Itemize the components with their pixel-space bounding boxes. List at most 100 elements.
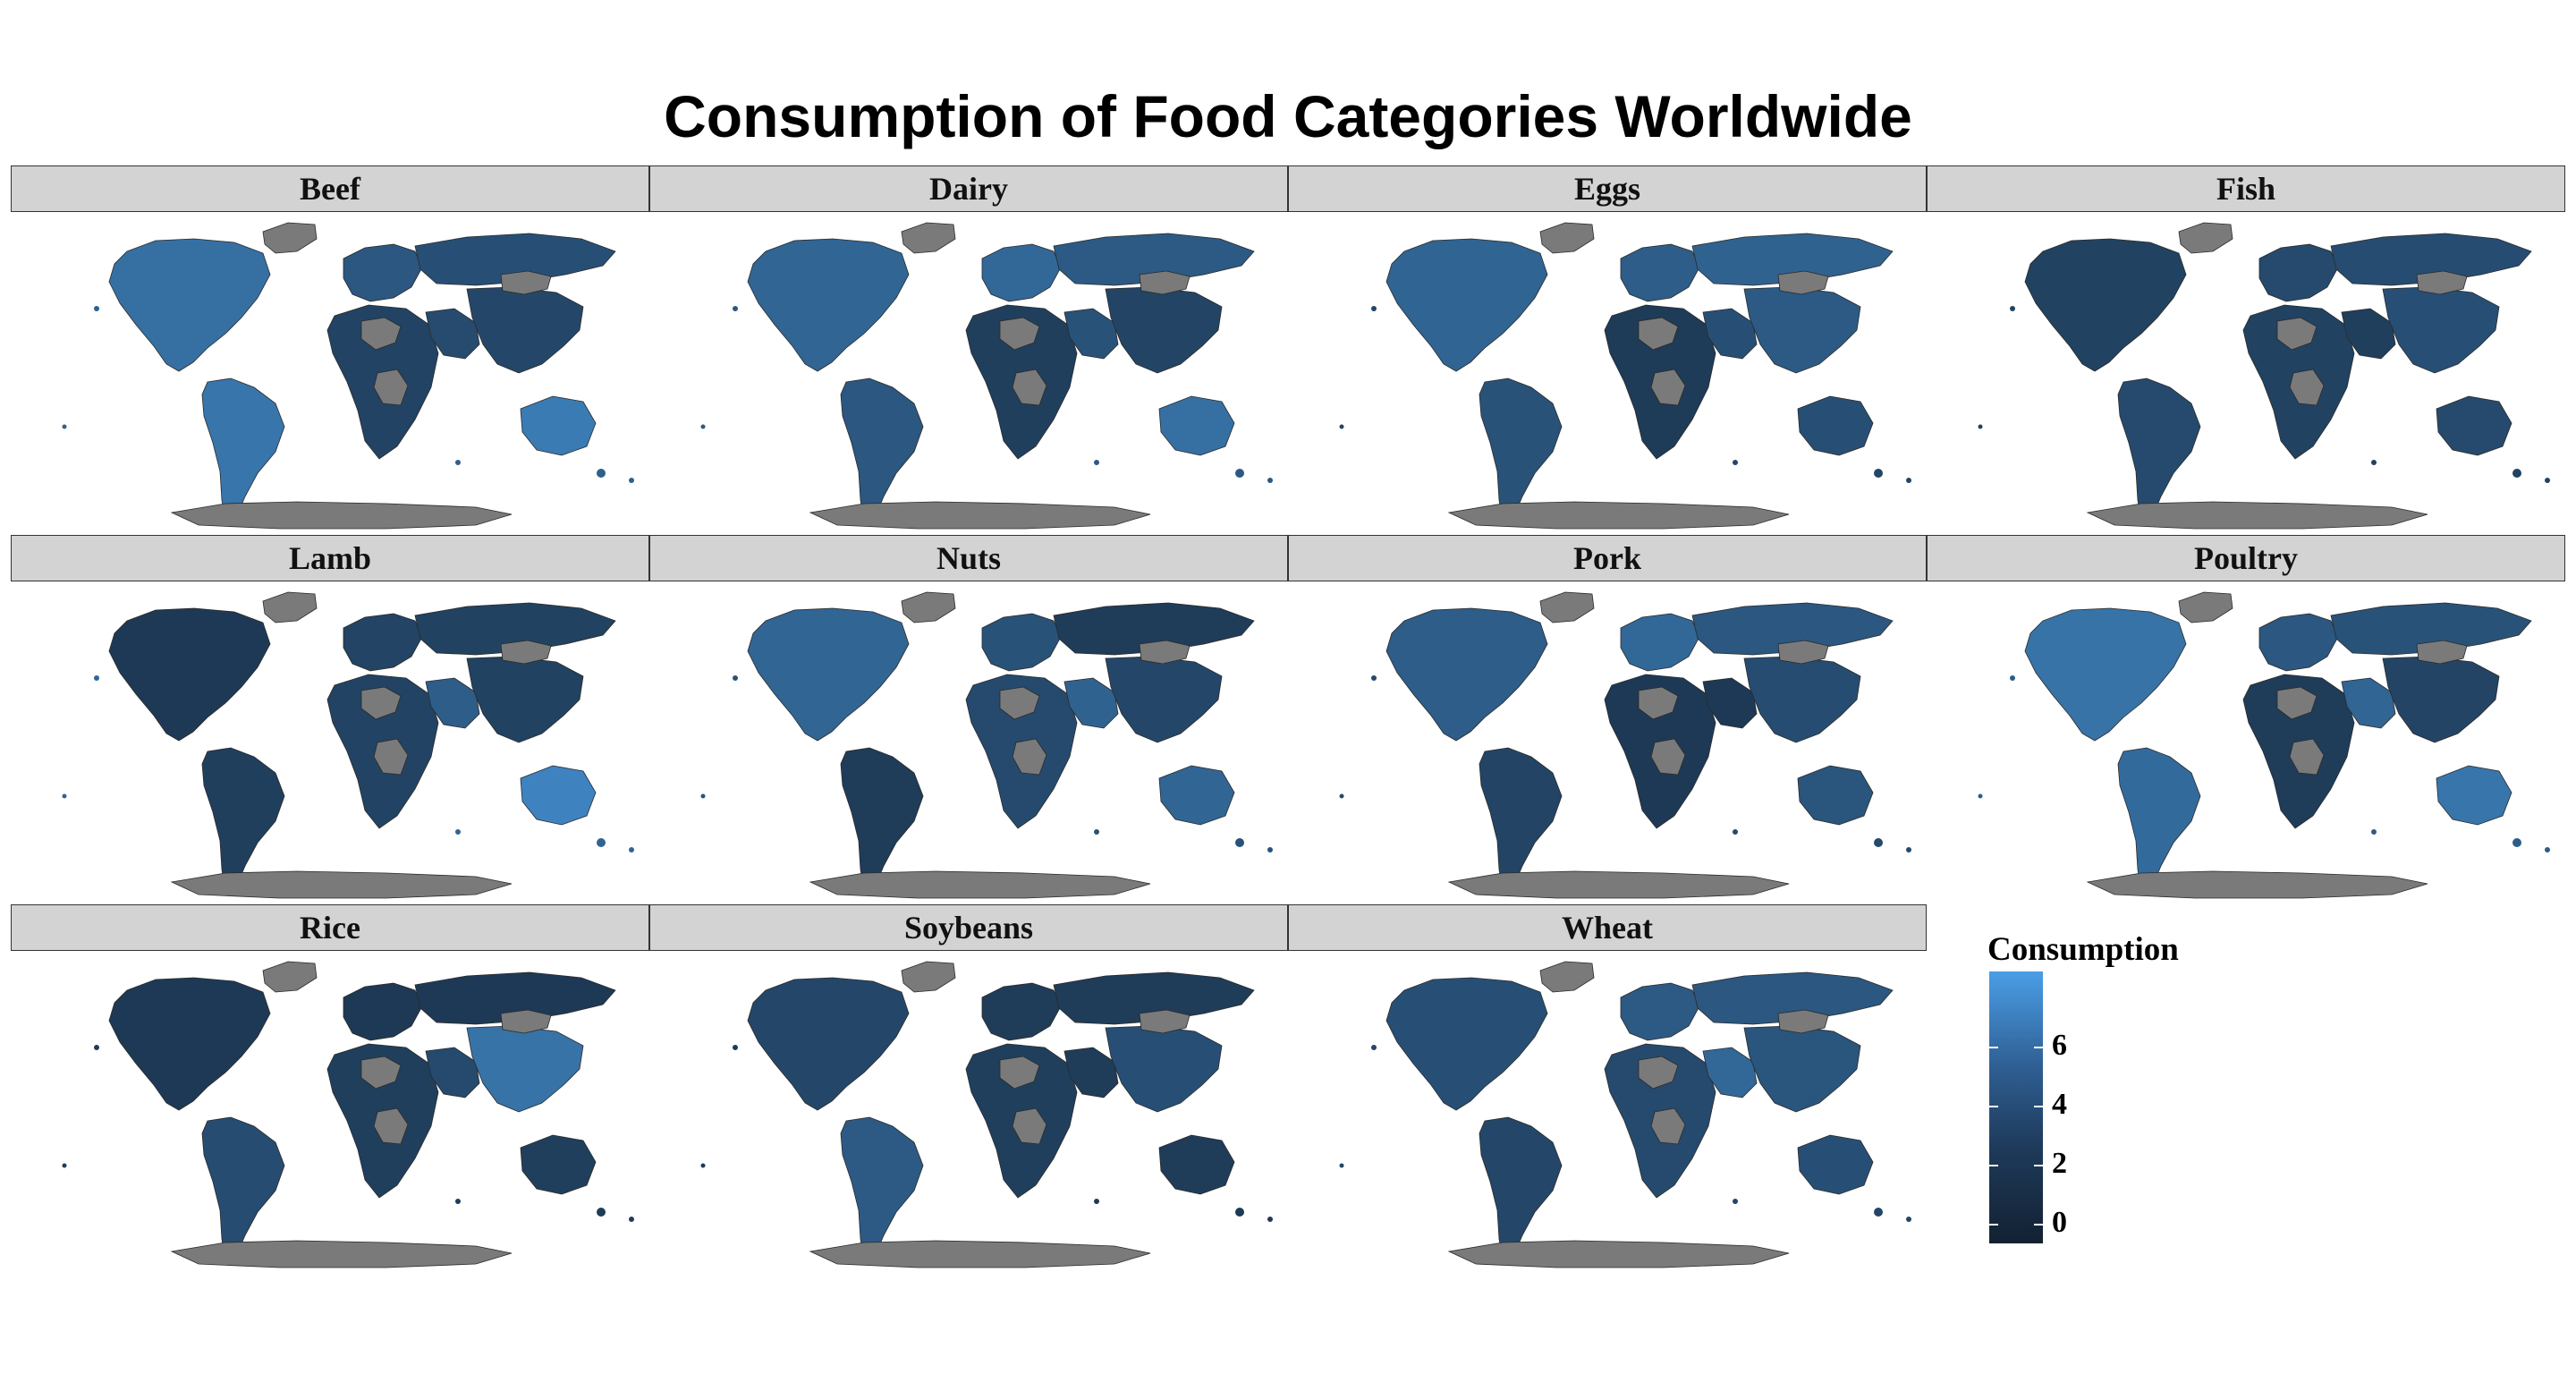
region-americas [2024,607,2187,742]
region-no-data [1447,501,1790,530]
island [62,1163,67,1168]
facet-panel-eggs: Eggs [1288,165,1927,534]
region-europe [1620,982,1700,1041]
legend-tickmark [2034,1106,2043,1107]
region-oceania [520,765,597,826]
region-russia [1053,602,1255,656]
region-middle-east [425,677,480,729]
island [94,1045,99,1050]
facet-panel-poultry: Poultry [1927,535,2565,903]
island [1906,478,1911,483]
region-no-data [999,1056,1040,1090]
facet-strip-label: Beef [11,165,649,212]
region-americas [1385,238,1548,372]
island [455,1199,461,1204]
island [1371,1045,1377,1050]
region-no-data [2086,870,2428,899]
world-map [62,961,634,1268]
region-no-data [262,222,318,254]
world-map [62,591,634,899]
legend-tickmark [1989,1106,1998,1107]
region-no-data [1539,222,1595,254]
region-no-data [170,501,513,530]
region-americas [747,238,910,372]
region-no-data [1650,738,1686,776]
region-asia [1743,1025,1861,1113]
region-russia [414,233,616,286]
legend-tickmark [2034,1165,2043,1166]
island [629,847,634,852]
island [1906,847,1911,852]
chart-title: Consumption of Food Categories Worldwide [664,83,1912,149]
region-oceania [2436,395,2512,456]
region-south-america [1479,377,1563,522]
island [1371,675,1377,681]
region-russia [414,602,616,656]
island [1906,1217,1911,1222]
region-no-data [1447,1240,1790,1268]
region-americas [747,607,910,742]
region-asia [1743,656,1861,743]
world-map [700,222,1273,530]
world-map [1339,961,1911,1268]
region-asia [1105,286,1223,374]
region-oceania [520,1134,597,1195]
region-no-data [999,686,1040,720]
island [62,793,67,799]
world-map [1978,591,2550,899]
region-europe [981,613,1062,672]
region-no-data [373,1107,409,1145]
world-map [700,961,1273,1268]
region-russia [2330,602,2532,656]
region-middle-east [2341,677,2396,729]
region-europe [1620,613,1700,672]
region-oceania [520,395,597,456]
region-no-data [1638,686,1679,720]
island [733,1045,738,1050]
region-oceania [1797,395,1874,456]
region-no-data [1638,1056,1679,1090]
world-map [1339,222,1911,530]
island [1733,829,1738,835]
region-south-america [2117,747,2201,892]
island [1094,460,1099,465]
region-no-data [1539,961,1595,993]
region-americas [108,977,271,1111]
region-no-data [360,686,402,720]
region-oceania [1158,765,1235,826]
region-no-data [809,870,1151,899]
island [2545,847,2550,852]
region-no-data [1638,317,1679,351]
region-no-data [1777,270,1829,295]
island [629,1217,634,1222]
legend-tickmark [1989,1224,1998,1226]
legend-tickmark [1989,1047,1998,1048]
region-middle-east [425,308,480,360]
facet-strip-label: Wheat [1288,904,1927,951]
region-asia [1105,1025,1223,1113]
island [2512,838,2521,847]
region-oceania [2436,765,2512,826]
region-russia [1053,971,1255,1025]
region-south-america [840,747,924,892]
region-middle-east [425,1047,480,1098]
region-no-data [901,961,956,993]
region-no-data [500,1009,552,1034]
facet-panel-nuts: Nuts [649,535,1288,903]
world-map [700,591,1273,899]
facet-strip-label: Dairy [649,165,1288,212]
island [1874,469,1883,478]
region-europe [343,243,423,302]
facet-panel-soybeans: Soybeans [649,904,1288,1273]
legend-tickmark [2034,1224,2043,1226]
island [455,460,461,465]
world-map [1978,222,2550,530]
island [1094,1199,1099,1204]
region-no-data [2416,640,2468,665]
region-no-data [2178,591,2233,623]
island [2371,460,2377,465]
region-asia [466,656,584,743]
island [455,829,461,835]
region-no-data [262,591,318,623]
region-russia [1053,233,1255,286]
